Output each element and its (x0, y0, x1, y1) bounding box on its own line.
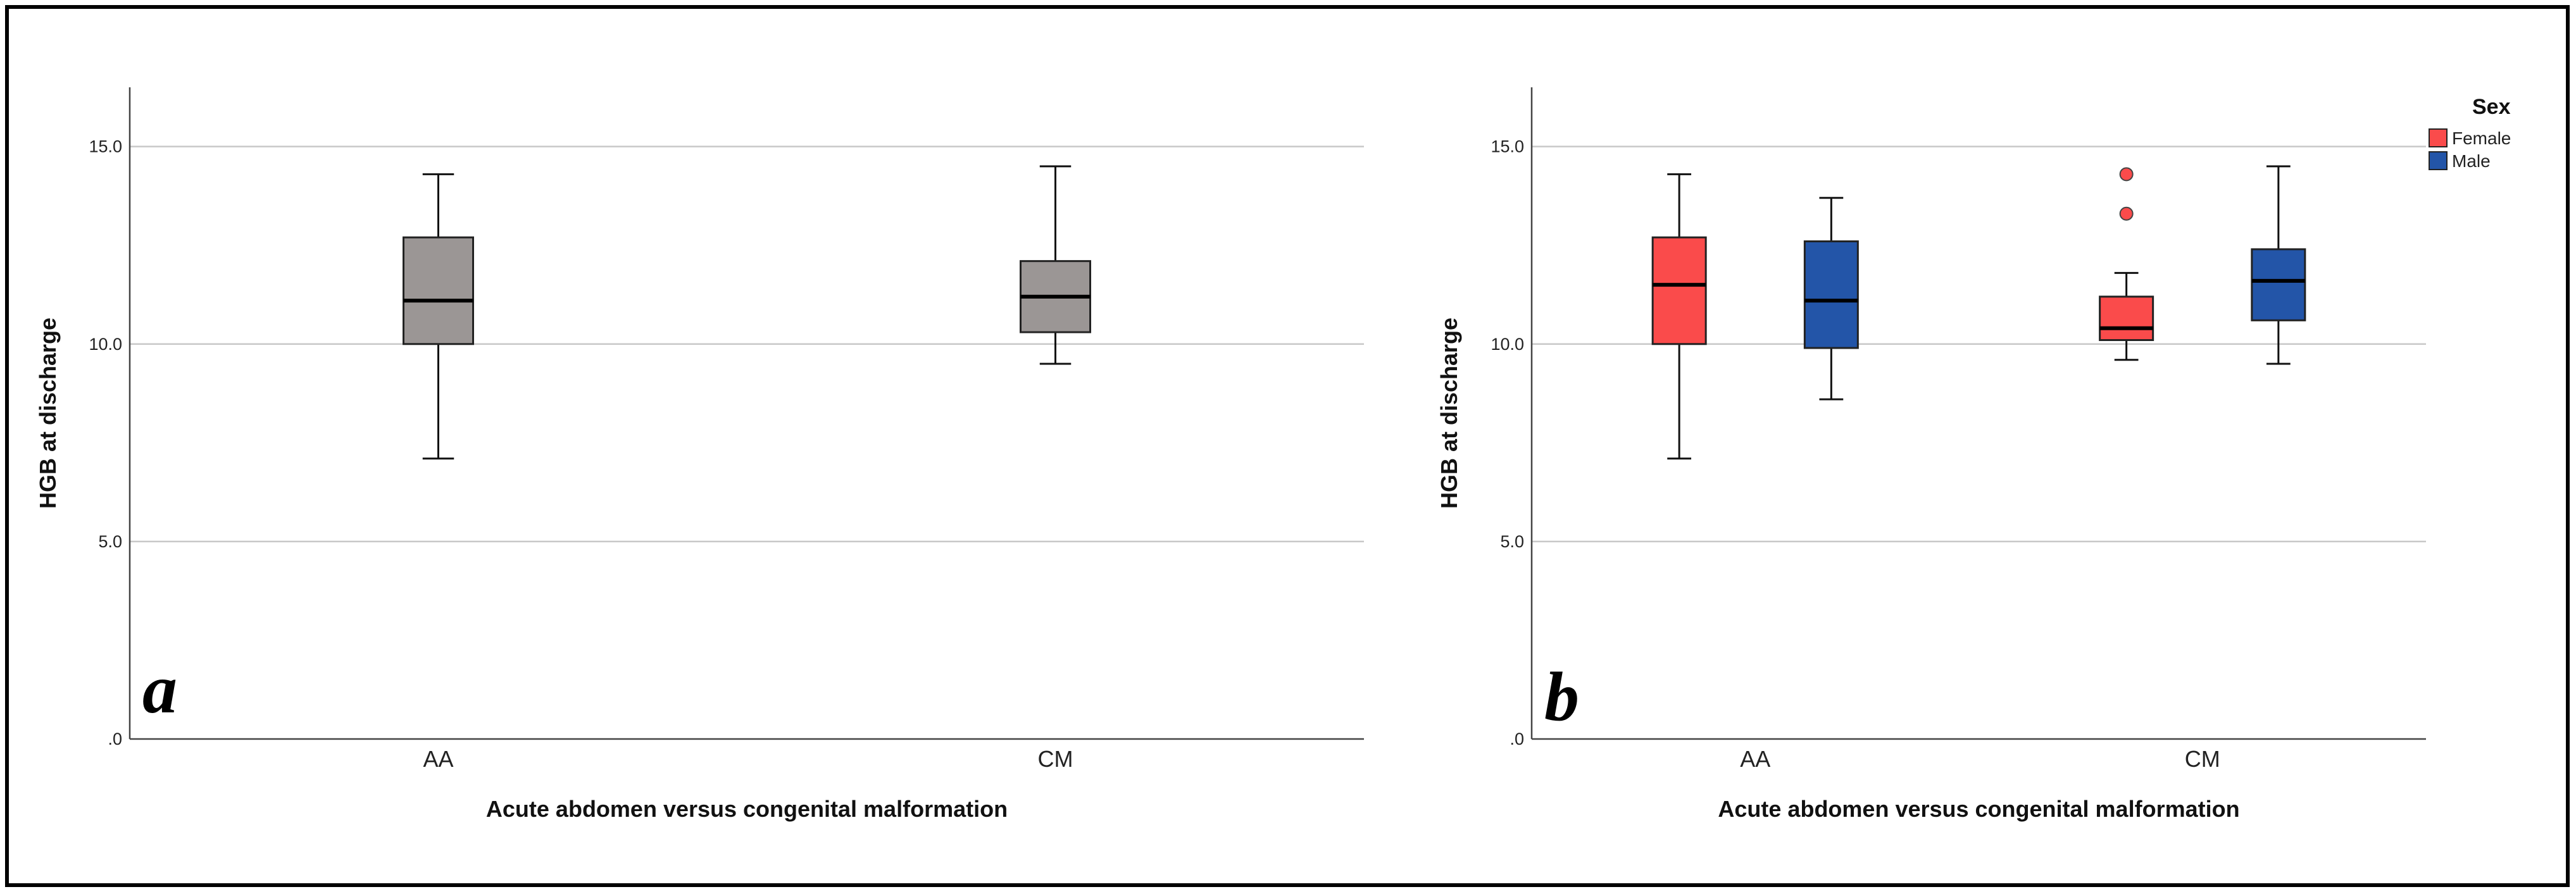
box-male-aa (1803, 197, 1859, 400)
legend-label-male: Male (2452, 151, 2491, 171)
figure-frame (5, 5, 2570, 887)
y-tick-label: 5.0 (98, 532, 122, 551)
y-tick-label: 10.0 (1491, 335, 1524, 354)
box-female-cm (2099, 167, 2154, 361)
outlier-female-cm-1 (2119, 167, 2134, 182)
box-male-cm (2251, 165, 2306, 365)
x-tick-label-CM: CM (1038, 746, 1073, 772)
iqr-box-male-aa (1803, 240, 1859, 349)
x-axis-title: Acute abdomen versus congenital malforma… (1718, 796, 2239, 822)
box-aa (403, 173, 474, 460)
x-axis-title: Acute abdomen versus congenital malforma… (486, 796, 1008, 822)
x-tick-label-AA: AA (423, 746, 453, 772)
box-female-aa (1651, 173, 1707, 460)
iqr-box-male-cm (2251, 248, 2306, 321)
y-tick-label: .0 (1510, 729, 1524, 748)
box-cm (1020, 165, 1091, 365)
legend-swatch-female (2429, 128, 2448, 147)
outlier-female-cm-0 (2119, 206, 2134, 221)
x-tick-label-CM: CM (2185, 746, 2220, 772)
y-axis-title: HGB at discharge (1436, 318, 1462, 509)
chart-panel-a: .0 5.0 10.0 15.0 AA CM HGB at discharge Acute a… (35, 87, 1364, 822)
chart-panel-b: .0 5.0 10.0 15.0 AA CM HGB at discharge Acute a… (1436, 87, 2511, 822)
legend-swatch-male (2429, 151, 2448, 170)
y-tick-label: 10.0 (89, 335, 122, 354)
legend-title: Sex (2472, 95, 2511, 119)
y-tick-label: .0 (108, 729, 122, 748)
panel-label-b: b (1544, 658, 1579, 735)
panel-label-a: a (142, 650, 177, 728)
y-tick-label: 5.0 (1500, 532, 1524, 551)
y-axis-title: HGB at discharge (35, 318, 61, 509)
y-tick-label: 15.0 (1491, 137, 1524, 156)
x-tick-label-AA: AA (1740, 746, 1770, 772)
legend: Sex Female Male (2429, 95, 2511, 171)
iqr-box-aa (403, 236, 474, 345)
iqr-box-female-aa (1651, 236, 1707, 345)
legend-label-female: Female (2452, 128, 2511, 148)
y-tick-label: 15.0 (89, 137, 122, 156)
iqr-box-female-cm (2099, 295, 2154, 342)
